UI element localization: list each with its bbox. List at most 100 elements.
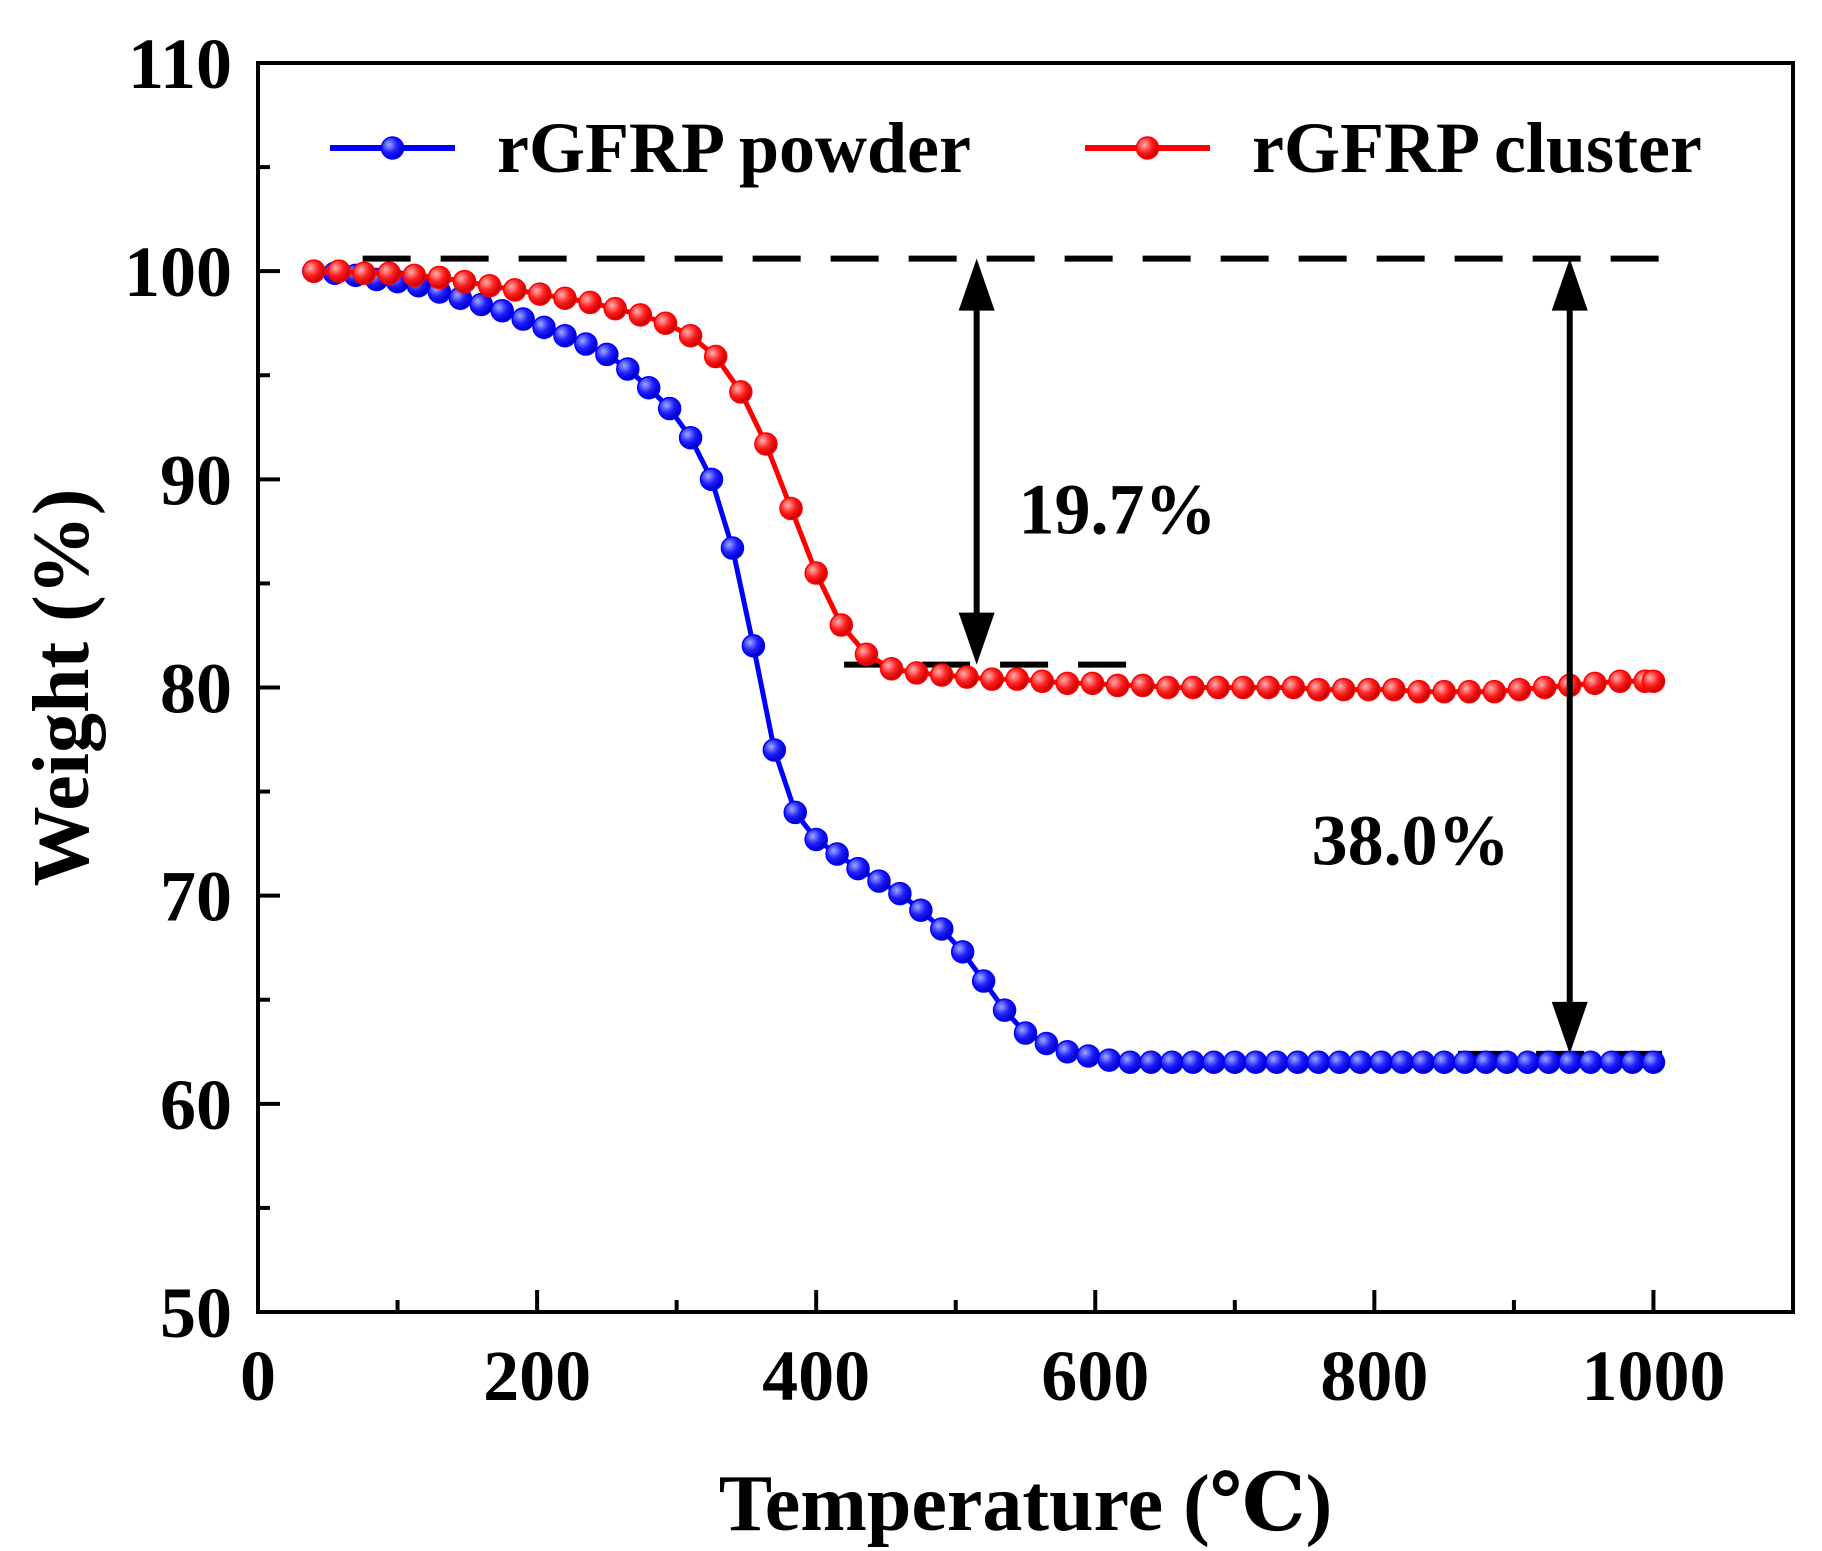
y-tick-label: 110 [128, 24, 232, 104]
x-tick-label: 400 [762, 1336, 870, 1416]
data-point-rgfrp-powder [867, 869, 891, 893]
data-point-rgfrp-powder [1599, 1050, 1624, 1074]
data-point-rgfrp-powder [657, 396, 682, 421]
data-point-rgfrp-powder [1306, 1050, 1331, 1074]
annotation-label-cluster-loss: 19.7% [1019, 469, 1217, 549]
data-point-rgfrp-cluster [1181, 675, 1205, 700]
data-point-rgfrp-powder [992, 998, 1017, 1022]
data-point-rgfrp-cluster [377, 261, 401, 285]
data-point-rgfrp-powder [1578, 1050, 1603, 1074]
data-point-rgfrp-powder [553, 323, 577, 348]
data-point-rgfrp-powder [1139, 1050, 1163, 1074]
data-point-rgfrp-cluster [1641, 669, 1666, 694]
data-point-rgfrp-cluster [503, 278, 527, 302]
data-point-rgfrp-powder [490, 298, 514, 323]
data-point-rgfrp-powder [1202, 1050, 1226, 1074]
legend-label-rgfrp-powder: rGFRP powder [497, 108, 971, 188]
data-point-rgfrp-cluster [804, 561, 828, 585]
data-point-rgfrp-cluster [1055, 671, 1080, 696]
data-point-rgfrp-cluster [904, 661, 929, 685]
y-tick-label: 70 [160, 857, 232, 937]
data-point-rgfrp-cluster [1281, 675, 1306, 700]
data-point-rgfrp-cluster [578, 290, 602, 315]
data-point-rgfrp-powder [825, 842, 849, 866]
y-tick-label: 80 [160, 649, 232, 729]
data-point-rgfrp-powder [1557, 1050, 1582, 1074]
data-point-rgfrp-cluster [703, 344, 728, 369]
annotation-label-powder-loss: 38.0% [1312, 800, 1510, 880]
data-point-rgfrp-powder [909, 898, 933, 922]
data-point-rgfrp-cluster [1583, 671, 1607, 696]
data-point-rgfrp-powder [1432, 1050, 1456, 1074]
y-tick-label: 90 [160, 440, 232, 520]
data-point-rgfrp-powder [532, 315, 556, 340]
data-point-rgfrp-powder [1264, 1050, 1289, 1074]
data-point-rgfrp-powder [741, 634, 766, 658]
x-axis-title: Temperature (℃) [719, 1460, 1333, 1548]
data-point-rgfrp-cluster [930, 663, 954, 687]
data-point-rgfrp-cluster [553, 286, 577, 310]
data-point-rgfrp-cluster [1507, 677, 1532, 702]
data-point-rgfrp-cluster [1080, 671, 1105, 696]
data-point-rgfrp-powder [1076, 1044, 1101, 1068]
data-point-rgfrp-powder [1348, 1050, 1373, 1074]
y-tick-label: 60 [160, 1065, 232, 1145]
annotation-arrow-head-up-powder-loss [1551, 258, 1588, 311]
data-point-rgfrp-cluster [879, 657, 904, 681]
annotation-arrow-head-down-cluster-loss [958, 612, 995, 665]
data-point-rgfrp-cluster [1432, 679, 1456, 704]
data-point-rgfrp-powder [699, 467, 724, 492]
data-point-rgfrp-powder [1411, 1050, 1435, 1074]
y-tick-label: 50 [160, 1273, 232, 1353]
data-point-rgfrp-powder [1495, 1050, 1519, 1074]
data-point-rgfrp-powder [1327, 1050, 1352, 1074]
data-point-rgfrp-powder [1369, 1050, 1394, 1074]
data-point-rgfrp-cluster [1407, 679, 1431, 704]
data-point-rgfrp-cluster [1608, 669, 1632, 694]
data-point-rgfrp-cluster [1105, 673, 1130, 698]
legend-marker-rgfrp-powder [380, 136, 405, 160]
data-point-rgfrp-cluster [1306, 677, 1331, 702]
data-point-rgfrp-powder [971, 969, 996, 993]
data-point-rgfrp-cluster [729, 380, 753, 404]
data-point-rgfrp-cluster [955, 665, 979, 689]
data-point-rgfrp-powder [846, 856, 870, 881]
data-point-rgfrp-cluster [1357, 677, 1381, 702]
annotation-arrow-head-up-cluster-loss [958, 258, 995, 311]
data-point-rgfrp-cluster [854, 642, 879, 666]
data-point-rgfrp-powder [1537, 1050, 1561, 1074]
data-point-rgfrp-powder [616, 357, 640, 381]
x-tick-label: 0 [240, 1336, 276, 1416]
data-point-rgfrp-powder [1516, 1050, 1540, 1074]
x-tick-label: 1000 [1581, 1336, 1725, 1416]
data-point-rgfrp-powder [804, 827, 828, 852]
data-point-rgfrp-cluster [1331, 677, 1356, 702]
data-point-rgfrp-cluster [1231, 675, 1255, 700]
data-point-rgfrp-cluster [1206, 675, 1230, 700]
data-point-rgfrp-powder [574, 332, 598, 356]
annotation-arrow-head-down-powder-loss [1551, 1001, 1588, 1054]
data-point-rgfrp-powder [636, 375, 661, 400]
series-line-rgfrp-powder [313, 268, 1654, 1065]
data-point-rgfrp-cluster [452, 269, 477, 294]
x-tick-label: 800 [1320, 1336, 1428, 1416]
data-point-rgfrp-powder [1390, 1050, 1415, 1074]
y-tick-label: 100 [124, 232, 232, 312]
data-point-rgfrp-powder [1055, 1040, 1080, 1064]
data-point-rgfrp-cluster [352, 261, 376, 285]
data-point-rgfrp-powder [1034, 1031, 1059, 1056]
data-point-rgfrp-cluster [628, 303, 653, 327]
data-point-rgfrp-cluster [678, 323, 703, 348]
data-point-rgfrp-cluster [1030, 669, 1054, 694]
data-point-rgfrp-cluster [980, 667, 1004, 691]
data-point-rgfrp-cluster [653, 311, 678, 335]
data-point-rgfrp-powder [1223, 1050, 1247, 1074]
data-point-rgfrp-cluster [402, 263, 427, 288]
data-point-rgfrp-powder [1474, 1050, 1498, 1074]
data-point-rgfrp-cluster [327, 259, 351, 283]
data-point-rgfrp-powder [1244, 1050, 1268, 1074]
data-point-rgfrp-powder [1013, 1021, 1038, 1045]
data-point-rgfrp-cluster [1457, 679, 1482, 704]
